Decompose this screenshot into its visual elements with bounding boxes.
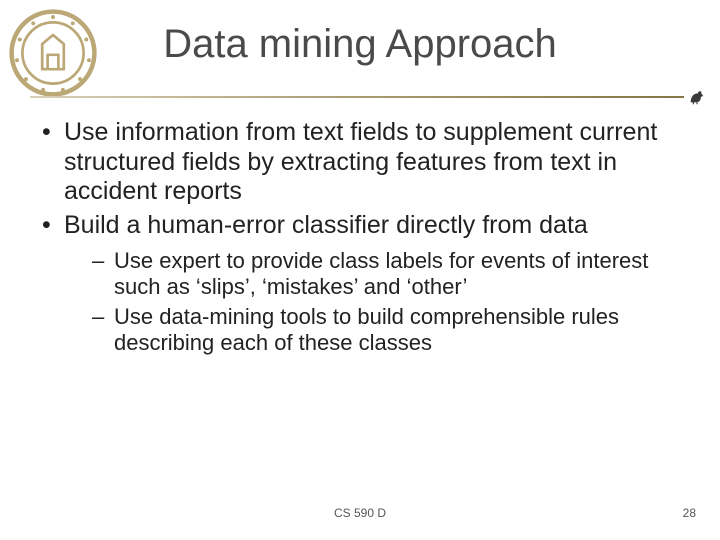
footer-course-code: CS 590 D [0,506,720,520]
divider-line [30,96,684,98]
sub-bullet-item: Use expert to provide class labels for e… [64,248,680,300]
griffin-icon [688,88,706,106]
page-number: 28 [683,506,696,520]
slide-title: Data mining Approach [0,22,720,67]
content-area: Use information from text fields to supp… [38,118,680,360]
sub-bullet-text: Use data-mining tools to build comprehen… [114,304,619,355]
sub-bullet-list: Use expert to provide class labels for e… [64,248,680,356]
slide: Data mining Approach Use information fro… [0,0,720,540]
bullet-item: Use information from text fields to supp… [38,118,680,207]
bullet-list: Use information from text fields to supp… [38,118,680,356]
bullet-item: Build a human-error classifier directly … [38,211,680,356]
bullet-text: Build a human-error classifier directly … [64,211,588,239]
sub-bullet-text: Use expert to provide class labels for e… [114,248,648,299]
sub-bullet-item: Use data-mining tools to build comprehen… [64,304,680,356]
divider [30,92,706,104]
bullet-text: Use information from text fields to supp… [64,118,657,205]
